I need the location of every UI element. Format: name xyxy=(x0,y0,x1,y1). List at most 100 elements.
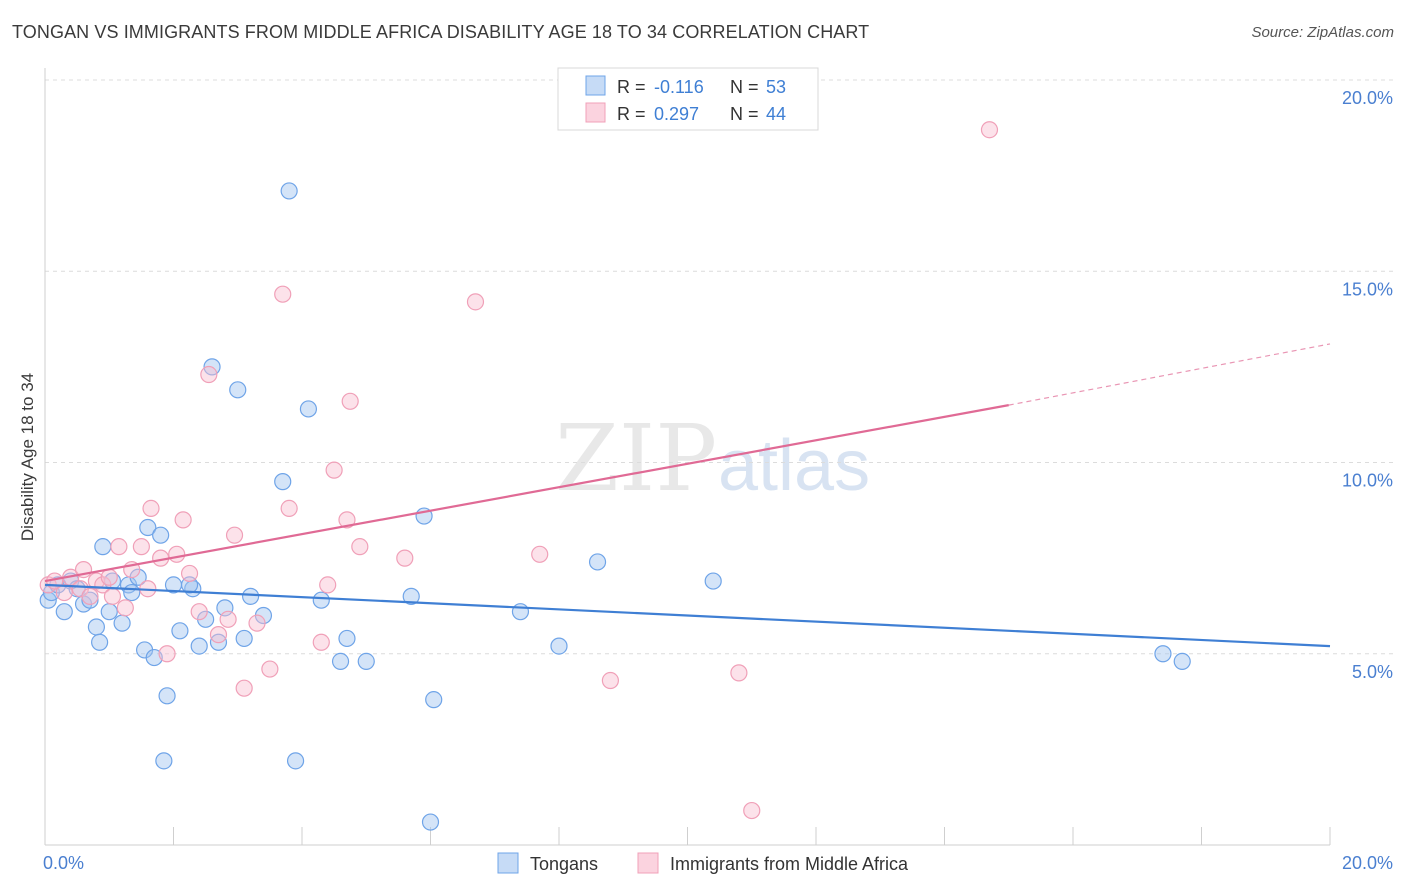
point-immigrants xyxy=(261,660,279,678)
point-immigrants xyxy=(312,633,330,651)
point-immigrants xyxy=(466,293,485,311)
legend-swatch-immigrants xyxy=(585,102,606,123)
y-tick-label: 10.0% xyxy=(1342,471,1393,491)
point-immigrants xyxy=(325,461,343,479)
point-immigrants xyxy=(319,576,337,594)
point-tongans xyxy=(55,603,73,621)
point-tongans xyxy=(113,614,131,632)
trend-line-immigrants-extension xyxy=(1008,343,1331,406)
point-immigrants xyxy=(180,564,199,583)
legend-n-value-tongans: 53 xyxy=(766,77,786,97)
point-immigrants xyxy=(200,365,218,384)
point-tongans xyxy=(235,629,253,648)
point-immigrants xyxy=(103,587,122,605)
point-tongans xyxy=(704,572,722,590)
point-immigrants xyxy=(341,392,359,410)
point-tongans xyxy=(155,752,173,770)
legend-r-label-tongans: R = xyxy=(617,77,646,97)
point-immigrants xyxy=(743,801,761,820)
point-tongans xyxy=(171,622,189,640)
point-immigrants xyxy=(225,526,244,544)
point-immigrants xyxy=(190,603,208,621)
point-tongans xyxy=(229,381,247,399)
point-tongans xyxy=(331,652,350,671)
point-tongans xyxy=(425,691,443,709)
point-tongans xyxy=(511,603,530,621)
legend-swatch-tongans xyxy=(585,75,606,96)
point-immigrants xyxy=(980,121,999,139)
legend-bottom: Tongans Immigrants from Middle Africa xyxy=(497,852,909,874)
point-immigrants xyxy=(132,538,150,556)
point-tongans xyxy=(158,687,176,705)
y-tick-label: 5.0% xyxy=(1352,662,1393,682)
point-tongans xyxy=(94,538,112,556)
point-tongans xyxy=(139,518,157,537)
legend-n-value-immigrants: 44 xyxy=(766,104,786,124)
legend-r-label-immigrants: R = xyxy=(617,104,646,124)
point-tongans xyxy=(145,648,163,667)
legend-top: R = -0.116 N = 53 R = 0.297 N = 44 xyxy=(557,67,819,131)
legend-n-label-immigrants: N = xyxy=(730,104,759,124)
tick-labels: 5.0% 10.0% 15.0% 20.0% 0.0% 20.0% xyxy=(43,88,1393,873)
point-immigrants xyxy=(168,545,186,563)
watermark-zip: ZIP xyxy=(555,405,717,512)
point-immigrants xyxy=(280,499,298,517)
legend-r-value-tongans: -0.116 xyxy=(654,77,704,97)
legend-n-label-tongans: N = xyxy=(730,77,759,97)
legend-bottom-swatch-immigrants xyxy=(637,852,659,874)
point-immigrants xyxy=(531,545,549,563)
point-tongans xyxy=(190,637,208,655)
y-tick-label: 15.0% xyxy=(1342,279,1393,299)
point-immigrants xyxy=(601,671,620,690)
point-immigrants xyxy=(174,511,192,529)
data-points xyxy=(39,121,1191,831)
point-immigrants xyxy=(235,679,253,697)
x-tick-label: 20.0% xyxy=(1342,853,1393,873)
point-tongans xyxy=(338,629,356,648)
legend-bottom-label-immigrants: Immigrants from Middle Africa xyxy=(670,854,909,874)
point-tongans xyxy=(1173,652,1191,671)
point-tongans xyxy=(1154,645,1172,663)
watermark-atlas: atlas xyxy=(718,426,870,506)
point-tongans xyxy=(402,587,420,605)
point-immigrants xyxy=(248,614,266,632)
point-immigrants xyxy=(730,664,748,682)
point-immigrants xyxy=(100,568,118,586)
point-immigrants xyxy=(55,583,73,602)
point-immigrants xyxy=(351,538,369,556)
legend-bottom-swatch-tongans xyxy=(497,852,519,874)
x-tick-label: 0.0% xyxy=(43,853,84,873)
point-tongans xyxy=(312,591,330,609)
point-immigrants xyxy=(110,538,128,556)
legend-r-value-immigrants: 0.297 xyxy=(654,104,699,124)
axes xyxy=(44,68,1331,846)
trend-line-immigrants xyxy=(44,404,1009,583)
point-tongans xyxy=(280,182,298,200)
source-label: Source: ZipAtlas.com xyxy=(1251,24,1394,41)
grid-lines xyxy=(45,79,1395,655)
trend-line-tongans xyxy=(44,583,1331,648)
point-immigrants xyxy=(274,285,292,303)
point-tongans xyxy=(87,618,106,636)
point-tongans xyxy=(100,603,118,621)
point-tongans xyxy=(242,587,260,605)
point-immigrants xyxy=(338,511,356,529)
point-immigrants xyxy=(396,549,414,567)
trend-lines xyxy=(44,343,1331,648)
point-tongans xyxy=(357,652,375,671)
point-tongans xyxy=(299,400,318,418)
y-axis-label: Disability Age 18 to 34 xyxy=(18,373,37,541)
point-tongans xyxy=(421,813,440,831)
point-tongans xyxy=(91,633,109,651)
point-immigrants xyxy=(116,599,134,617)
point-immigrants xyxy=(81,587,99,605)
point-immigrants xyxy=(158,645,176,663)
chart-title: TONGAN VS IMMIGRANTS FROM MIDDLE AFRICA … xyxy=(12,22,870,42)
point-tongans xyxy=(274,473,292,491)
y-tick-label: 20.0% xyxy=(1342,88,1393,108)
legend-bottom-label-tongans: Tongans xyxy=(530,854,598,874)
point-immigrants xyxy=(142,499,160,517)
point-tongans xyxy=(81,591,99,609)
point-tongans xyxy=(550,637,568,655)
